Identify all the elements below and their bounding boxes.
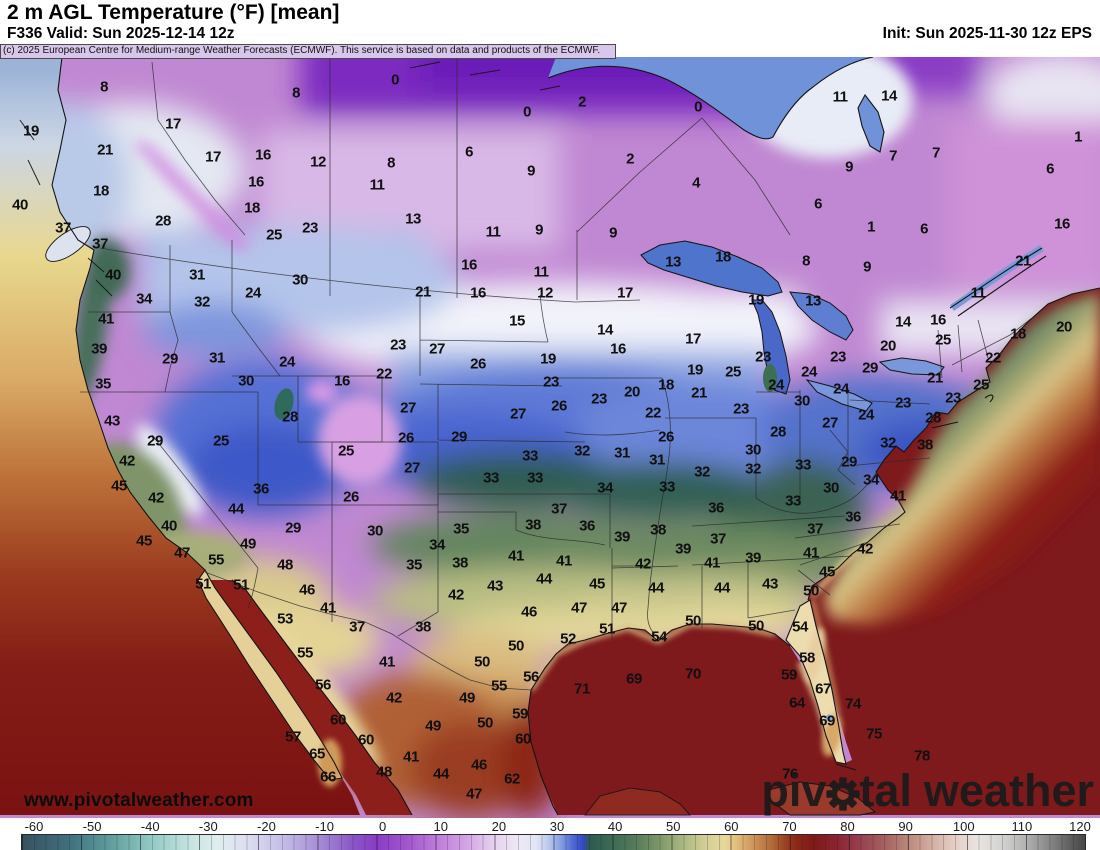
gear-icon <box>824 775 862 813</box>
yucatan-peninsula <box>584 787 691 816</box>
color-scale-major-gridlines <box>22 835 1085 850</box>
color-scale: -60 -50 -40 -30 -20 -10 0 10 20 30 40 50 60 70 80 90 100… <box>0 818 1100 850</box>
cuba-island <box>767 781 877 816</box>
colorbar-tick-label: 60 <box>724 819 739 834</box>
colorbar-tick-label: 50 <box>665 819 681 834</box>
logo-text-weather: weather <box>923 765 1094 816</box>
colorbar-tick-label: -40 <box>140 819 160 834</box>
coastlines <box>51 57 1100 816</box>
gulf-of-california <box>210 580 412 815</box>
page-title: 2 m AGL Temperature (°F) [mean] <box>7 1 340 24</box>
color-scale-tick-labels: -60 -50 -40 -30 -20 -10 0 10 20 30 40 50 60 70 80 90 100… <box>0 819 1100 834</box>
colorbar-tick-label: -50 <box>82 819 102 834</box>
temperature-map: www.pivotalweather.com piv tal weather <box>0 57 1100 818</box>
valid-time-label: F336 Valid: Sun 2025-12-14 12z <box>7 25 235 42</box>
james-bay <box>858 95 884 152</box>
colorbar-tick-label: -10 <box>315 819 334 834</box>
baja-peninsula <box>198 570 342 780</box>
pivotal-weather-logo: piv tal weather <box>761 768 1094 813</box>
logo-text-piv: piv <box>761 765 827 816</box>
colorbar-tick-label: -60 <box>24 819 44 834</box>
url-watermark: www.pivotalweather.com <box>24 790 254 811</box>
init-time-label: Init: Sun 2025-11-30 12z EPS <box>882 25 1092 42</box>
colorbar-tick-label: 70 <box>782 819 797 834</box>
color-scale-minor-gridlines <box>22 835 1085 850</box>
great-lakes <box>640 240 945 412</box>
logo-text-tal: tal <box>859 765 912 816</box>
colorbar-tick-label: 30 <box>549 819 565 834</box>
map-field-graphic <box>0 57 1100 818</box>
color-scale-bar <box>21 834 1086 850</box>
state-borders <box>80 57 1033 691</box>
colorbar-tick-label: 120 <box>1069 819 1091 834</box>
vancouver-island <box>45 226 91 262</box>
colorbar-tick-label: -20 <box>257 819 276 834</box>
colorbar-tick-label: 90 <box>898 819 913 834</box>
copyright-banner: (c) 2025 European Centre for Medium-rang… <box>0 44 616 59</box>
colorbar-tick-label: 100 <box>952 819 975 834</box>
colorbar-tick-label: 80 <box>840 819 855 834</box>
colorbar-tick-label: 40 <box>607 819 623 834</box>
island-details <box>19 61 561 297</box>
colorbar-tick-label: 110 <box>1011 819 1033 834</box>
colorbar-tick-label: 10 <box>433 819 448 834</box>
great-salt-lake <box>274 388 294 420</box>
hudson-bay <box>548 57 873 139</box>
colorbar-tick-label: 20 <box>491 819 507 834</box>
pacific-ocean <box>0 57 360 815</box>
colorbar-tick-label: 0 <box>379 819 387 834</box>
colorbar-tick-label: -30 <box>198 819 218 834</box>
